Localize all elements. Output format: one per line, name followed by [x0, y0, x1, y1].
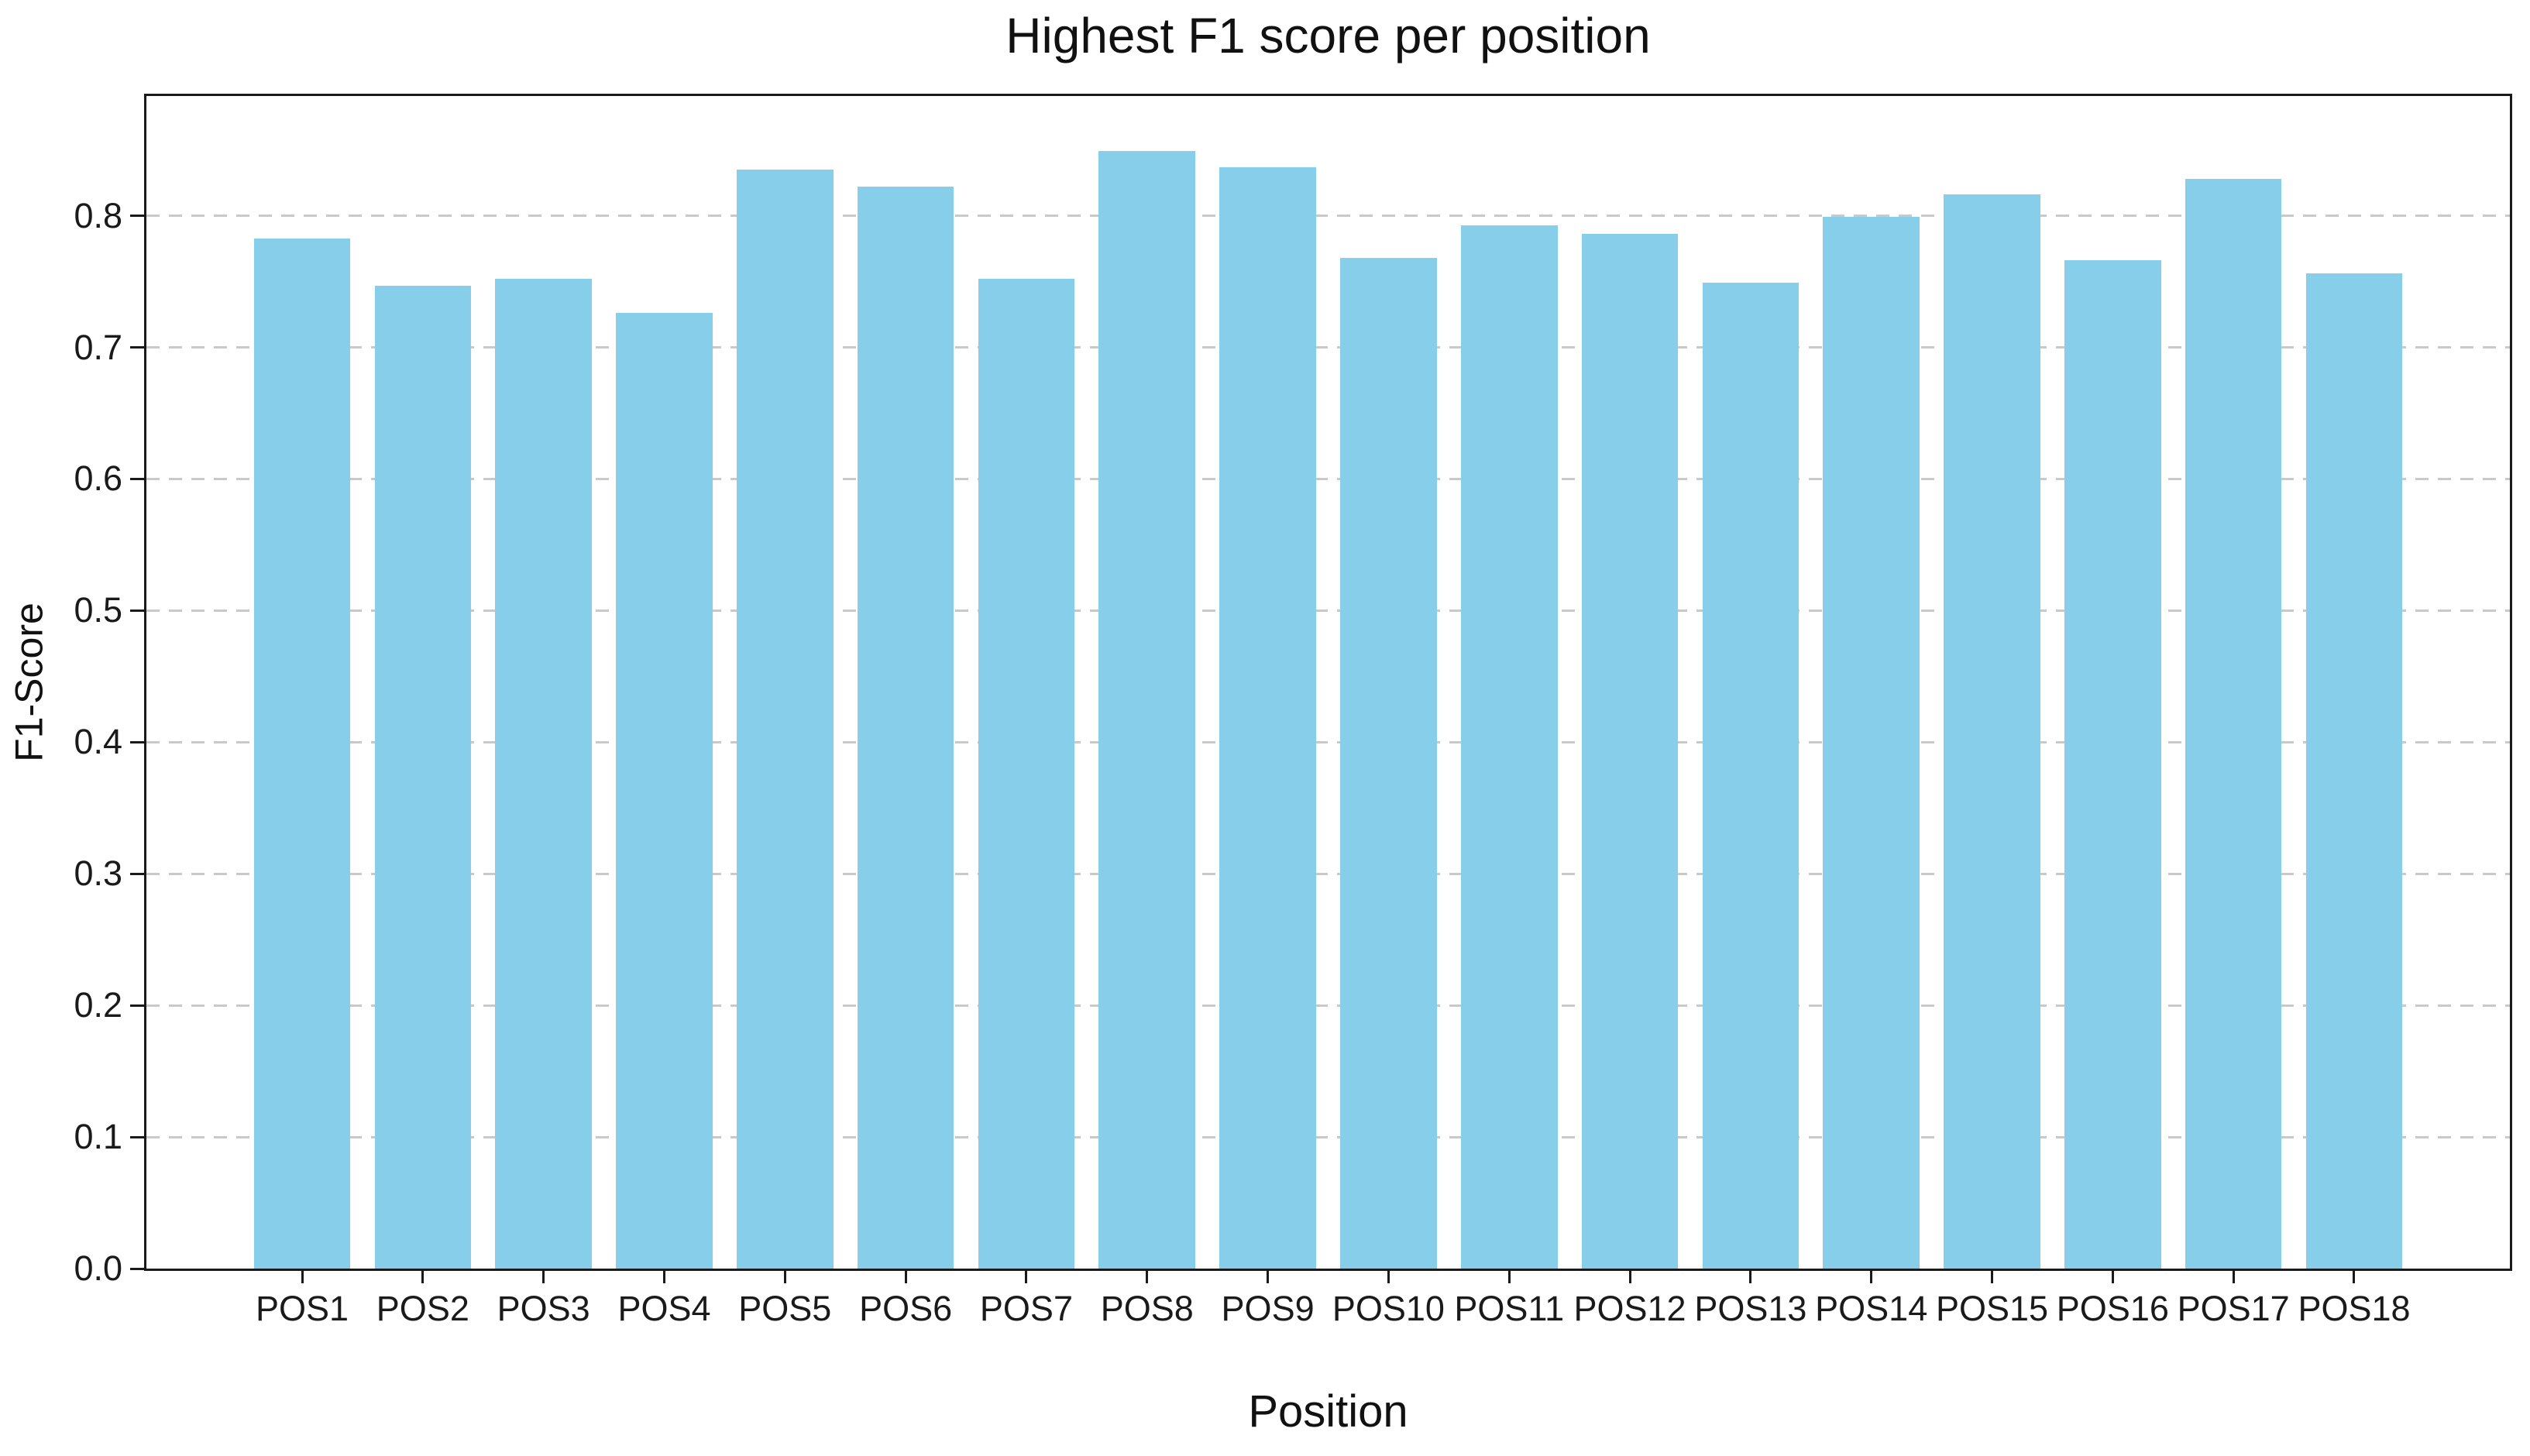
x-tick-mark: [2111, 1269, 2114, 1283]
y-tick-mark: [130, 872, 146, 875]
x-tick-mark: [542, 1269, 545, 1283]
y-tick-mark: [130, 346, 146, 349]
bar-POS15: [1944, 194, 2040, 1269]
gridline: [146, 1004, 2510, 1007]
bar-POS7: [978, 279, 1075, 1269]
gridline: [146, 1135, 2510, 1138]
x-axis-label: Position: [1248, 1386, 1408, 1437]
y-tick-mark: [130, 609, 146, 612]
x-tick-label: POS5: [738, 1289, 832, 1328]
bar-POS4: [616, 313, 713, 1269]
bar-POS13: [1702, 283, 1800, 1269]
gridline: [146, 215, 2510, 218]
x-tick-label: POS10: [1332, 1289, 1445, 1328]
bar-POS2: [374, 285, 472, 1269]
bar-POS12: [1581, 234, 1679, 1269]
x-tick-label: POS11: [1454, 1289, 1565, 1328]
x-tick-label: POS4: [617, 1289, 711, 1328]
gridline: [146, 346, 2510, 349]
gridline: [146, 609, 2510, 612]
x-tick-label: POS14: [1815, 1289, 1928, 1328]
bar-POS18: [2305, 273, 2403, 1269]
bar-POS14: [1823, 217, 1920, 1269]
y-tick-mark: [130, 1267, 146, 1270]
x-tick-label: POS6: [859, 1289, 953, 1328]
x-tick-mark: [783, 1269, 786, 1283]
bar-POS5: [736, 170, 834, 1269]
x-tick-mark: [1267, 1269, 1270, 1283]
bar-POS9: [1219, 167, 1316, 1269]
x-tick-mark: [2232, 1269, 2235, 1283]
x-tick-label: POS1: [255, 1289, 349, 1328]
y-tick-mark: [130, 740, 146, 743]
gridline: [146, 872, 2510, 875]
bar-POS1: [253, 238, 351, 1269]
x-tick-label: POS12: [1573, 1289, 1686, 1328]
bar-POS11: [1460, 225, 1558, 1269]
y-tick-mark: [130, 477, 146, 480]
y-tick-mark: [130, 1004, 146, 1007]
x-tick-mark: [1387, 1269, 1390, 1283]
x-tick-label: POS8: [1100, 1289, 1194, 1328]
x-tick-label: POS2: [376, 1289, 469, 1328]
y-tick-label: 0.3: [74, 853, 122, 894]
x-tick-mark: [2353, 1269, 2356, 1283]
x-tick-mark: [301, 1269, 304, 1283]
x-tick-label: POS7: [979, 1289, 1073, 1328]
x-tick-mark: [1749, 1269, 1752, 1283]
plot-area: [144, 94, 2512, 1271]
gridline: [146, 740, 2510, 743]
bar-POS6: [857, 187, 954, 1269]
y-tick-label: 0.2: [74, 985, 122, 1025]
bar-POS16: [2064, 260, 2161, 1269]
x-tick-label: POS16: [2056, 1289, 2169, 1328]
x-tick-mark: [1870, 1269, 1873, 1283]
gridline: [146, 477, 2510, 480]
x-tick-label: POS9: [1221, 1289, 1315, 1328]
bar-POS17: [2185, 179, 2282, 1269]
x-tick-label: POS3: [497, 1289, 590, 1328]
x-tick-mark: [1628, 1269, 1631, 1283]
x-tick-mark: [1025, 1269, 1028, 1283]
y-tick-mark: [130, 1135, 146, 1138]
y-tick-label: 0.5: [74, 590, 122, 630]
chart-title: Highest F1 score per position: [1005, 8, 1651, 64]
x-tick-mark: [1146, 1269, 1149, 1283]
x-tick-label: POS13: [1694, 1289, 1807, 1328]
x-tick-mark: [1507, 1269, 1511, 1283]
bar-POS8: [1098, 151, 1196, 1269]
bar-POS3: [495, 279, 592, 1269]
y-tick-mark: [130, 215, 146, 218]
x-tick-mark: [904, 1269, 907, 1283]
x-tick-label: POS17: [2177, 1289, 2290, 1328]
y-tick-label: 0.0: [74, 1248, 122, 1288]
y-tick-label: 0.1: [74, 1117, 122, 1157]
y-tick-label: 0.8: [74, 195, 122, 235]
y-tick-label: 0.4: [74, 722, 122, 762]
x-tick-label: POS18: [2298, 1289, 2411, 1328]
bar-POS10: [1340, 258, 1437, 1269]
x-tick-mark: [421, 1269, 425, 1283]
y-tick-label: 0.7: [74, 327, 122, 367]
x-tick-label: POS15: [1935, 1289, 2049, 1328]
x-tick-mark: [662, 1269, 665, 1283]
x-tick-mark: [1991, 1269, 1994, 1283]
y-tick-label: 0.6: [74, 458, 122, 499]
